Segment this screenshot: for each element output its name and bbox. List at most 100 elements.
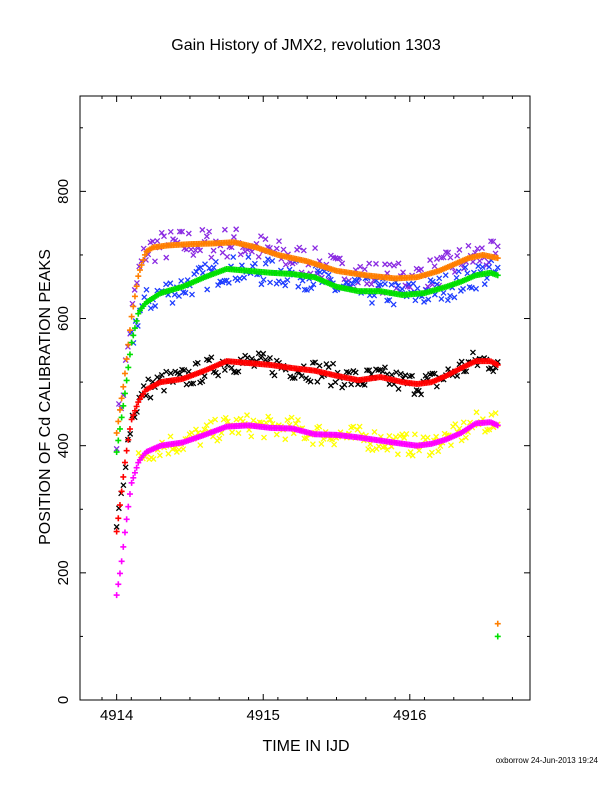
blue-point (310, 281, 317, 288)
yellow-point (156, 452, 163, 459)
black-point (163, 368, 170, 375)
red-point (120, 473, 127, 480)
purple-point (167, 228, 174, 235)
yellow-point (488, 411, 495, 418)
purple-point (476, 257, 483, 264)
blue-point (212, 258, 219, 265)
blue-point (440, 289, 447, 296)
yellow-point (401, 434, 408, 441)
purple-point (113, 445, 120, 452)
magenta-point (128, 479, 135, 486)
blue-point (245, 254, 252, 260)
blue-point (494, 264, 501, 271)
purple-point (300, 247, 307, 254)
green-point (131, 325, 138, 332)
black-point (194, 359, 201, 366)
blue-point (264, 256, 271, 263)
purple-point (210, 247, 217, 254)
magenta-point (131, 469, 138, 476)
purple-point (479, 245, 485, 251)
blue-point (468, 284, 475, 291)
yellow-point (273, 431, 280, 438)
yellow-point (458, 437, 465, 444)
purple-point (474, 245, 481, 252)
green-point (128, 339, 135, 346)
yellow-point (309, 441, 316, 448)
blue-point (215, 282, 221, 289)
yellow-point (216, 435, 223, 442)
purple-point (206, 228, 213, 235)
purple-point (433, 256, 440, 262)
yellow-point (367, 441, 374, 447)
black-point (176, 371, 183, 378)
black-point (379, 368, 386, 375)
yellow-point (229, 429, 236, 436)
black-point (183, 381, 190, 388)
orange-outlier-point (494, 620, 501, 627)
black-point (271, 372, 278, 379)
black-point (488, 365, 494, 372)
blue-point (382, 280, 388, 287)
black-point (397, 370, 404, 377)
yellow-point (167, 433, 174, 440)
purple-point (192, 247, 199, 254)
blue-point (479, 264, 486, 271)
blue-point (412, 297, 419, 304)
yellow-point (407, 449, 414, 456)
blue-point (429, 278, 436, 285)
yellow-point (244, 412, 250, 419)
yellow-point (318, 440, 325, 447)
yellow-point (492, 410, 499, 417)
green-point (130, 332, 137, 339)
purple-point (161, 233, 167, 240)
yellow-point (224, 418, 231, 425)
yellow-point (222, 414, 229, 421)
yellow-point (284, 417, 291, 424)
black-point (228, 364, 235, 371)
red-point (128, 416, 135, 423)
yellow-point (316, 423, 323, 430)
orange-point (126, 327, 133, 334)
purple-point (176, 228, 183, 235)
purple-point (494, 243, 501, 250)
blue-point (425, 296, 432, 303)
purple-point (391, 262, 397, 269)
purple-point (154, 237, 161, 244)
black-point (422, 372, 429, 379)
orange-point (123, 356, 130, 363)
black-point (122, 464, 129, 471)
black-point (382, 364, 388, 371)
purple-point (336, 255, 343, 262)
green-point (123, 377, 130, 384)
green-point (135, 310, 142, 317)
black-point (312, 359, 319, 366)
purple-point (465, 242, 472, 249)
yellow-point (411, 431, 418, 438)
green-point (494, 272, 501, 279)
x-axis-label: TIME IN IJD (262, 738, 350, 755)
blue-point (486, 264, 493, 270)
blue-point (241, 274, 248, 281)
purple-point (296, 244, 303, 251)
purple-point (255, 253, 262, 260)
purple-point (490, 238, 497, 245)
x-tick-label: 4914 (100, 707, 133, 724)
purple-point (129, 300, 136, 307)
purple-point (230, 234, 237, 240)
purple-point (158, 229, 165, 236)
footer-credit: oxborrow 24-Jun-2013 19:24 (495, 756, 598, 765)
yellow-point (265, 413, 272, 420)
yellow-point (292, 420, 299, 427)
yellow-point (416, 447, 423, 454)
yellow-point (197, 442, 204, 449)
yellow-point (180, 446, 187, 453)
black-point (167, 370, 174, 377)
blue-point (447, 292, 454, 299)
yellow-point (207, 418, 214, 425)
blue-point (369, 299, 375, 306)
black-point (145, 376, 152, 383)
black-point (348, 381, 355, 388)
blue-point (308, 285, 315, 292)
black-point (325, 364, 332, 371)
